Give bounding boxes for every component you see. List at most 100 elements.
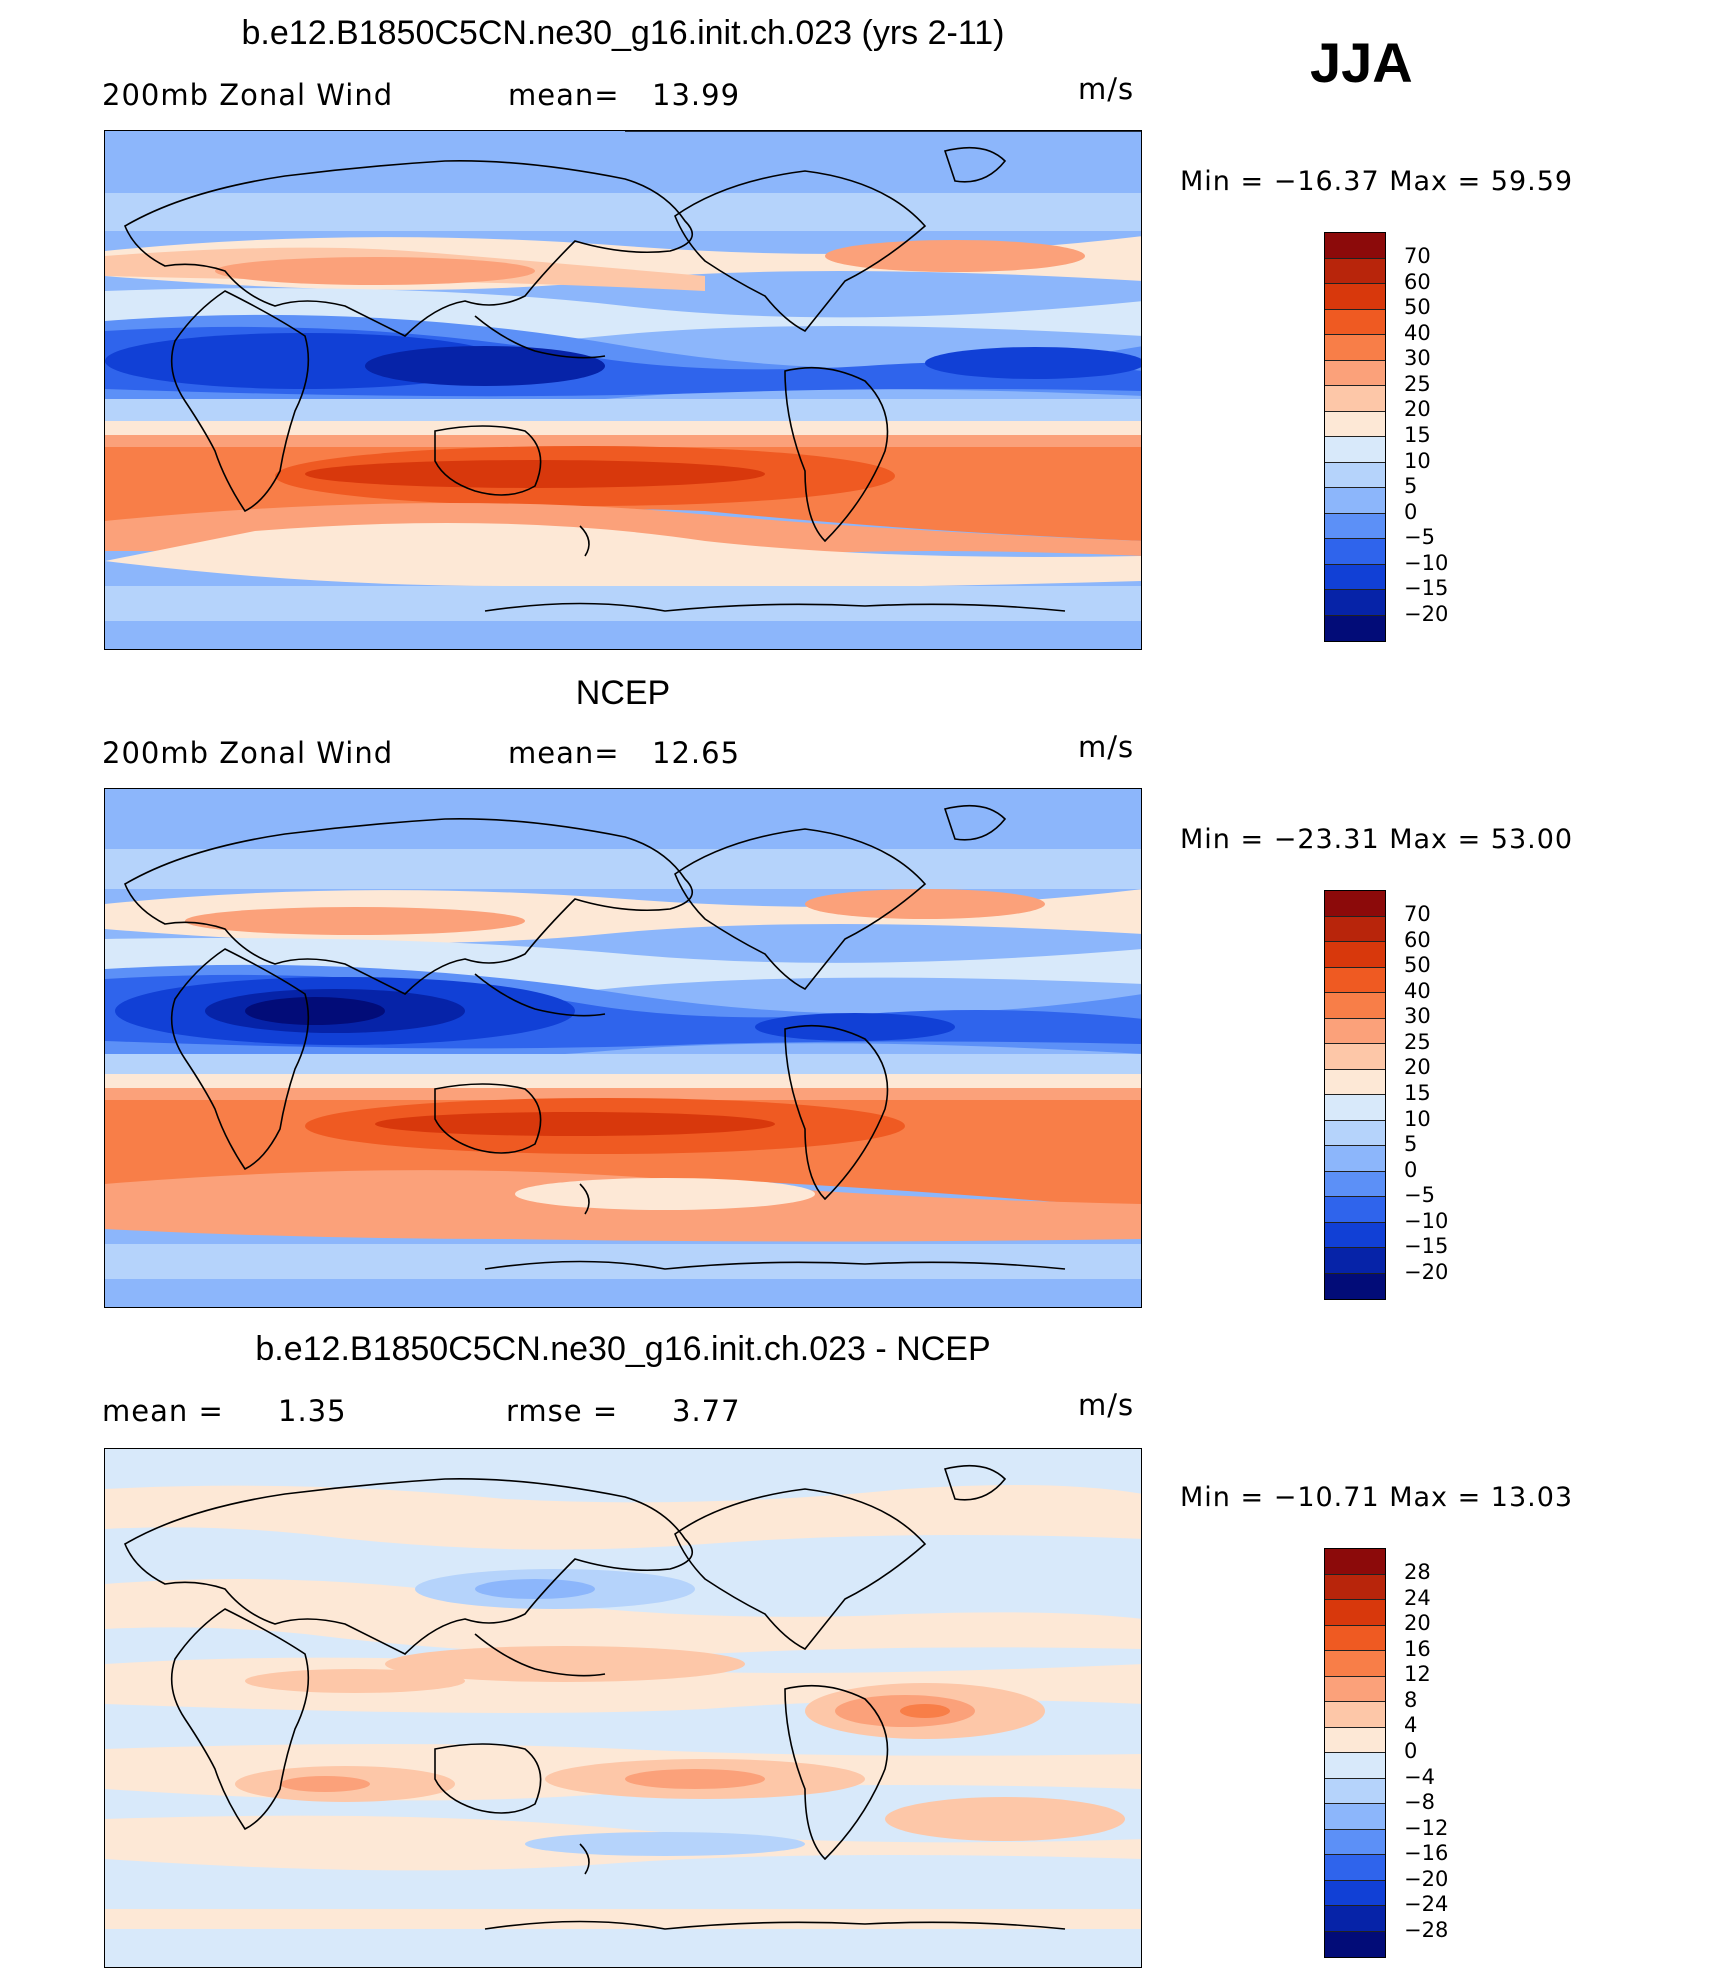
panel-3-title: b.e12.B1850C5CN.ne30_g16.init.ch.023 - N… <box>255 1330 991 1368</box>
colorbar-1-label: 0 <box>1404 500 1418 524</box>
colorbar-3-swatch-11 <box>1325 1829 1385 1855</box>
colorbar-2-swatch-6 <box>1325 1044 1385 1070</box>
colorbar-2-label: −10 <box>1404 1209 1449 1233</box>
colorbar-2-swatch-7 <box>1325 1069 1385 1095</box>
colorbar-1-label: 70 <box>1404 244 1431 268</box>
colorbar-2-label: 30 <box>1404 1004 1431 1028</box>
panel-3-rmse-label: rmse = <box>506 1394 619 1428</box>
colorbar-3-swatch-7 <box>1325 1727 1385 1753</box>
colorbar-1-label: 10 <box>1404 449 1431 473</box>
panel-3-mean-label: mean = <box>102 1394 224 1428</box>
colorbar-1-label: 50 <box>1404 295 1431 319</box>
panel-3-colorbar <box>1324 1548 1386 1958</box>
panel-1-title: b.e12.B1850C5CN.ne30_g16.init.ch.023 (yr… <box>241 14 1005 52</box>
colorbar-1-swatch-8 <box>1325 437 1385 463</box>
colorbar-2-swatch-3 <box>1325 967 1385 993</box>
colorbar-2-swatch-2 <box>1325 942 1385 968</box>
colorbar-3-label: −24 <box>1404 1892 1449 1916</box>
colorbar-2-label: −5 <box>1404 1183 1435 1207</box>
colorbar-1-label: −5 <box>1404 525 1435 549</box>
colorbar-3-swatch-2 <box>1325 1600 1385 1626</box>
panel-2-title: NCEP <box>575 674 671 712</box>
colorbar-1-label: 20 <box>1404 397 1431 421</box>
colorbar-2-label: 5 <box>1404 1132 1418 1156</box>
colorbar-2-label: 70 <box>1404 902 1431 926</box>
colorbar-1-swatch-0 <box>1325 233 1385 259</box>
colorbar-3-label: 8 <box>1404 1688 1418 1712</box>
colorbar-1-swatch-11 <box>1325 513 1385 539</box>
panel-2-colorbar <box>1324 890 1386 1300</box>
colorbar-3-swatch-5 <box>1325 1676 1385 1702</box>
colorbar-3-label: −12 <box>1404 1816 1449 1840</box>
colorbar-3-swatch-4 <box>1325 1651 1385 1677</box>
colorbar-2-swatch-0 <box>1325 891 1385 917</box>
colorbar-1-swatch-1 <box>1325 258 1385 284</box>
colorbar-3-label: −20 <box>1404 1867 1449 1891</box>
colorbar-2-swatch-10 <box>1325 1146 1385 1172</box>
colorbar-3-swatch-0 <box>1325 1549 1385 1575</box>
colorbar-3-label: 16 <box>1404 1637 1431 1661</box>
colorbar-1-swatch-2 <box>1325 284 1385 310</box>
colorbar-1-label: −20 <box>1404 602 1449 626</box>
panel-1-mean-value: 13.99 <box>652 78 741 112</box>
panel-2-mean-label: mean= <box>508 736 620 770</box>
panel-2-minmax: Min = −23.31 Max = 53.00 <box>1180 824 1574 855</box>
colorbar-3-label: 0 <box>1404 1739 1418 1763</box>
colorbar-3-swatch-12 <box>1325 1855 1385 1881</box>
colorbar-1-label: −15 <box>1404 576 1449 600</box>
panel-2-map <box>104 788 1142 1308</box>
colorbar-3-swatch-13 <box>1325 1880 1385 1906</box>
colorbar-2-swatch-15 <box>1325 1273 1385 1299</box>
panel-3-mean-value: 1.35 <box>278 1394 347 1428</box>
colorbar-1-swatch-7 <box>1325 411 1385 437</box>
colorbar-1-label: 30 <box>1404 346 1431 370</box>
panel-1-map-graphic <box>105 131 1141 649</box>
colorbar-1-swatch-9 <box>1325 462 1385 488</box>
colorbar-2-swatch-9 <box>1325 1120 1385 1146</box>
colorbar-3-swatch-10 <box>1325 1804 1385 1830</box>
colorbar-3-swatch-9 <box>1325 1778 1385 1804</box>
colorbar-3-swatch-14 <box>1325 1906 1385 1932</box>
colorbar-2-label: 25 <box>1404 1030 1431 1054</box>
season-label: JJA <box>1310 31 1413 94</box>
colorbar-1-swatch-3 <box>1325 309 1385 335</box>
colorbar-2-swatch-11 <box>1325 1171 1385 1197</box>
colorbar-1-label: 60 <box>1404 270 1431 294</box>
colorbar-1-label: 25 <box>1404 372 1431 396</box>
colorbar-3-label: 12 <box>1404 1662 1431 1686</box>
colorbar-2-label: 10 <box>1404 1107 1431 1131</box>
colorbar-1-swatch-13 <box>1325 564 1385 590</box>
colorbar-3-swatch-6 <box>1325 1702 1385 1728</box>
colorbar-3-label: 24 <box>1404 1586 1431 1610</box>
panel-2-field-label: 200mb Zonal Wind <box>102 736 394 770</box>
colorbar-3-label: 28 <box>1404 1560 1431 1584</box>
colorbar-3-label: 4 <box>1404 1713 1418 1737</box>
panel-3-map-graphic <box>105 1449 1141 1967</box>
colorbar-3-label: −8 <box>1404 1790 1435 1814</box>
colorbar-3-label: 20 <box>1404 1611 1431 1635</box>
colorbar-1-swatch-10 <box>1325 488 1385 514</box>
colorbar-2-label: −20 <box>1404 1260 1449 1284</box>
colorbar-2-swatch-12 <box>1325 1197 1385 1223</box>
colorbar-1-swatch-4 <box>1325 335 1385 361</box>
panel-1-minmax: Min = −16.37 Max = 59.59 <box>1180 166 1574 197</box>
colorbar-1-label: 5 <box>1404 474 1418 498</box>
panel-3-rmse-value: 3.77 <box>672 1394 741 1428</box>
colorbar-1-swatch-15 <box>1325 615 1385 641</box>
colorbar-2-label: 0 <box>1404 1158 1418 1182</box>
colorbar-2-swatch-1 <box>1325 916 1385 942</box>
colorbar-3-label: −28 <box>1404 1918 1449 1942</box>
panel-2-map-graphic <box>105 789 1141 1307</box>
colorbar-2-label: 20 <box>1404 1055 1431 1079</box>
colorbar-3-label: −4 <box>1404 1765 1435 1789</box>
colorbar-2-label: 15 <box>1404 1081 1431 1105</box>
colorbar-3-swatch-1 <box>1325 1574 1385 1600</box>
colorbar-2-swatch-4 <box>1325 993 1385 1019</box>
panel-3-map <box>104 1448 1142 1968</box>
colorbar-1-swatch-14 <box>1325 590 1385 616</box>
panel-2-units: m/s <box>1078 730 1135 764</box>
colorbar-3-swatch-15 <box>1325 1931 1385 1957</box>
panel-1-field-label: 200mb Zonal Wind <box>102 78 394 112</box>
colorbar-2-swatch-13 <box>1325 1222 1385 1248</box>
panel-1-colorbar <box>1324 232 1386 642</box>
